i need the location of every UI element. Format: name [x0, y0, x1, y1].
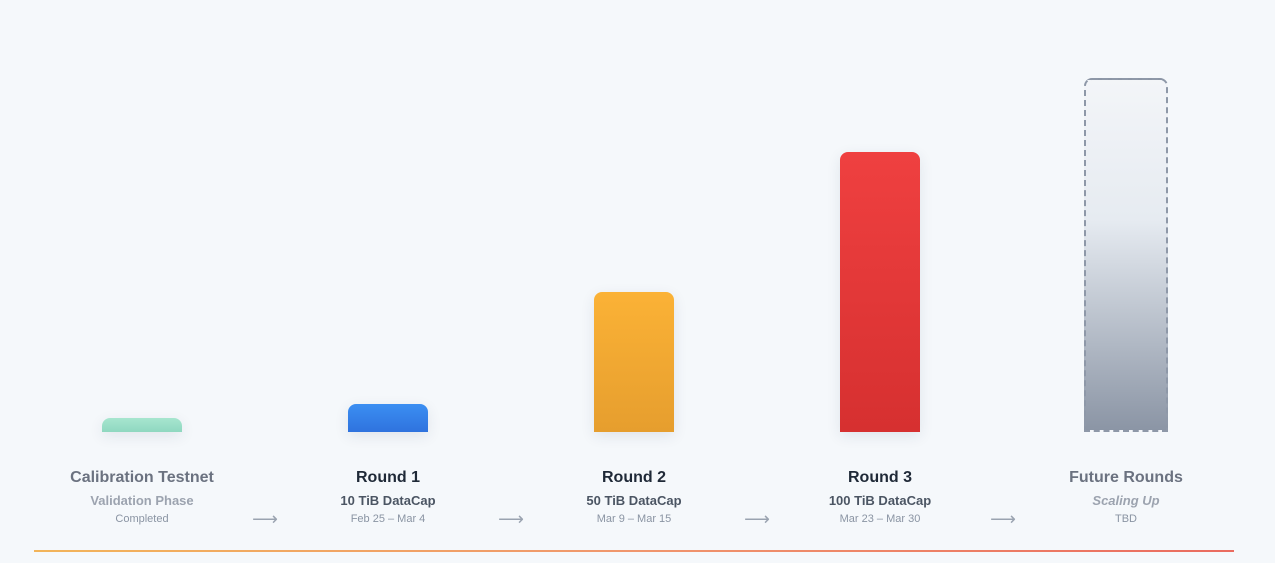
category-label-group: Round 3 100 TiB DataCap Mar 23 – Mar 30	[770, 468, 990, 526]
category-subtitle: 50 TiB DataCap	[586, 493, 682, 508]
bar-round-2	[594, 292, 674, 432]
category-subtitle: 10 TiB DataCap	[340, 493, 436, 508]
arrow-right-icon: ⟶	[498, 509, 524, 529]
arrow-right-icon: ⟶	[252, 509, 278, 529]
category-subtitle: Validation Phase	[90, 493, 194, 508]
timeline-baseline	[34, 550, 1234, 552]
category-dates: Feb 25 – Mar 4	[350, 513, 426, 525]
category-subtitle: Scaling Up	[1092, 493, 1160, 508]
category-name: Round 3	[848, 469, 912, 486]
bar-round-3	[840, 152, 920, 432]
category-label-group: Future Rounds Scaling Up TBD	[1016, 468, 1236, 526]
bar-round-1	[348, 404, 428, 432]
category-label-group: Round 2 50 TiB DataCap Mar 9 – Mar 15	[524, 468, 744, 526]
category-dates: Mar 9 – Mar 15	[596, 513, 672, 525]
arrow-right-icon: ⟶	[744, 509, 770, 529]
category-name: Calibration Testnet	[70, 469, 214, 486]
category-dates: Mar 23 – Mar 30	[839, 513, 921, 525]
arrow-right-icon: ⟶	[990, 509, 1016, 529]
category-name: Future Rounds	[1069, 469, 1183, 486]
bar-calibration-testnet	[102, 418, 182, 432]
category-label-group: Round 1 10 TiB DataCap Feb 25 – Mar 4	[278, 468, 498, 526]
category-dates: Completed	[115, 513, 169, 525]
category-subtitle: 100 TiB DataCap	[828, 493, 932, 508]
category-name: Round 1	[356, 469, 420, 486]
bar-future-rounds	[1084, 78, 1168, 432]
category-dates: TBD	[1115, 513, 1137, 525]
category-label-group: Calibration Testnet Validation Phase Compl…	[32, 468, 252, 526]
category-name: Round 2	[602, 469, 666, 486]
